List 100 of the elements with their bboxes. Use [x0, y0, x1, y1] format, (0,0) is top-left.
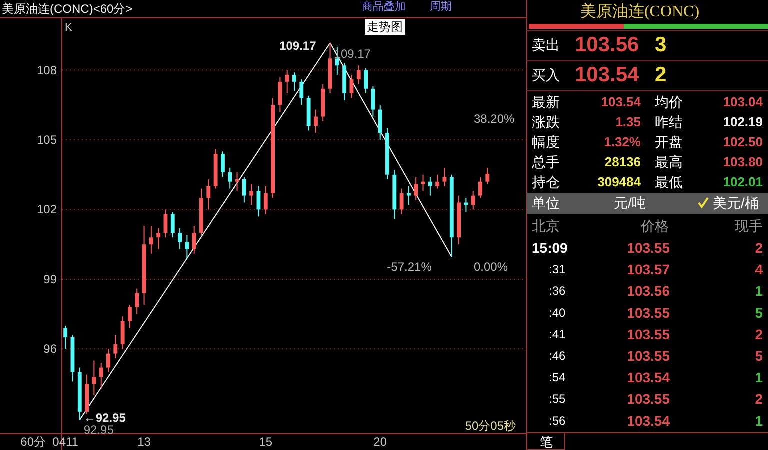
text: 1 [755, 283, 764, 300]
text: 持仓 [532, 174, 560, 190]
text: 美元/桶 [713, 195, 759, 211]
candlestick [170, 212, 175, 238]
text: 元/吨 [614, 195, 646, 211]
text: :31 [549, 262, 566, 277]
text: 102.19 [723, 114, 763, 130]
text: 103.55 [627, 304, 670, 321]
candlestick [242, 176, 246, 204]
annotation: -57.21% [387, 260, 432, 274]
candlestick [400, 188, 404, 215]
candlestick [185, 234, 190, 260]
text: 103.80 [723, 154, 763, 170]
text: 涨跌 [532, 114, 560, 130]
candlestick [178, 228, 182, 250]
text: 2 [655, 64, 667, 86]
annotation: 92.95 [84, 423, 114, 438]
text: 现手 [735, 218, 763, 234]
candlestick [228, 167, 232, 190]
candlestick [478, 176, 482, 199]
candlestick [278, 76, 282, 113]
text: 美原油连(CONC) [580, 2, 700, 20]
text: :40 [549, 306, 566, 320]
text: 15:09 [532, 240, 568, 256]
text: 1.35 [616, 114, 641, 130]
candlestick [406, 186, 411, 206]
y-tick-label: 108 [36, 63, 58, 78]
candlestick [428, 176, 432, 196]
candlestick [128, 304, 132, 329]
text: 28136 [604, 154, 641, 170]
candlestick [356, 65, 361, 85]
candlestick [314, 109, 318, 134]
candlestick [106, 348, 110, 373]
text: 2 [755, 391, 764, 408]
text: 102.50 [723, 134, 763, 150]
text: 北京 [532, 218, 560, 234]
annotation: ←92.95 [84, 411, 126, 426]
text: 309484 [598, 174, 642, 190]
y-tick-label: 105 [36, 133, 58, 148]
text: :46 [549, 349, 566, 363]
y-tick-label: 99 [44, 272, 58, 286]
text: :54 [549, 370, 566, 385]
candlestick [364, 67, 368, 94]
text: 2 [755, 326, 764, 342]
text: :36 [549, 284, 566, 298]
candlestick [120, 316, 125, 350]
text: 103.54 [627, 370, 670, 386]
candlestick [471, 190, 476, 210]
text: 周期 [430, 1, 452, 13]
text: 单位 [532, 195, 560, 211]
x-axis-title: 60分 [20, 435, 46, 449]
candlestick [156, 228, 161, 250]
annotation: 109.17 [280, 39, 317, 54]
text: 价格 [640, 218, 669, 234]
x-tick-label: 20 [374, 435, 388, 449]
text: 103.55 [627, 391, 670, 408]
text: 103.54 [575, 64, 640, 86]
x-tick-label: 13 [138, 435, 152, 449]
candlestick [414, 176, 418, 201]
text: 买入 [532, 67, 560, 83]
candlestick [135, 288, 140, 315]
text: 103.55 [627, 240, 670, 256]
text: 笔 [540, 434, 553, 450]
candlestick [149, 226, 154, 254]
candlestick [250, 184, 254, 206]
candlestick [235, 172, 240, 192]
text: 103.55 [627, 326, 670, 342]
annotation: 走势图 [367, 20, 403, 34]
chart-title: 美原油连(CONC)<60分> [2, 2, 133, 16]
text: 5 [755, 348, 764, 364]
candlestick [92, 360, 96, 396]
annotation: 0.00% [474, 260, 508, 274]
text: 最新 [532, 94, 560, 110]
text: 1 [755, 370, 764, 386]
x-tick-label: 15 [259, 435, 273, 449]
text: :56 [549, 414, 566, 428]
candlestick [292, 72, 296, 92]
candlestick [285, 70, 290, 94]
annotation: 38.20% [474, 112, 516, 126]
text: 最低 [655, 174, 683, 190]
text: 5 [755, 304, 764, 321]
candlestick [99, 362, 104, 390]
text: 1 [755, 412, 764, 429]
candlestick [114, 334, 118, 359]
text: :55 [549, 392, 566, 406]
text: 开盘 [655, 134, 683, 150]
text: 103.56 [627, 283, 670, 300]
candlestick [378, 104, 382, 141]
text: 103.54 [627, 412, 670, 429]
annotation: K [65, 22, 73, 34]
candlestick [436, 174, 440, 190]
candlestick [300, 79, 304, 106]
candlestick [220, 151, 225, 178]
text: 卖出 [532, 37, 560, 53]
text: 1.32% [604, 134, 642, 150]
text: 103.55 [627, 348, 670, 364]
candlestick [64, 325, 68, 350]
y-tick-label: 96 [44, 342, 58, 356]
text: 4 [755, 262, 764, 278]
candlestick [206, 179, 211, 210]
